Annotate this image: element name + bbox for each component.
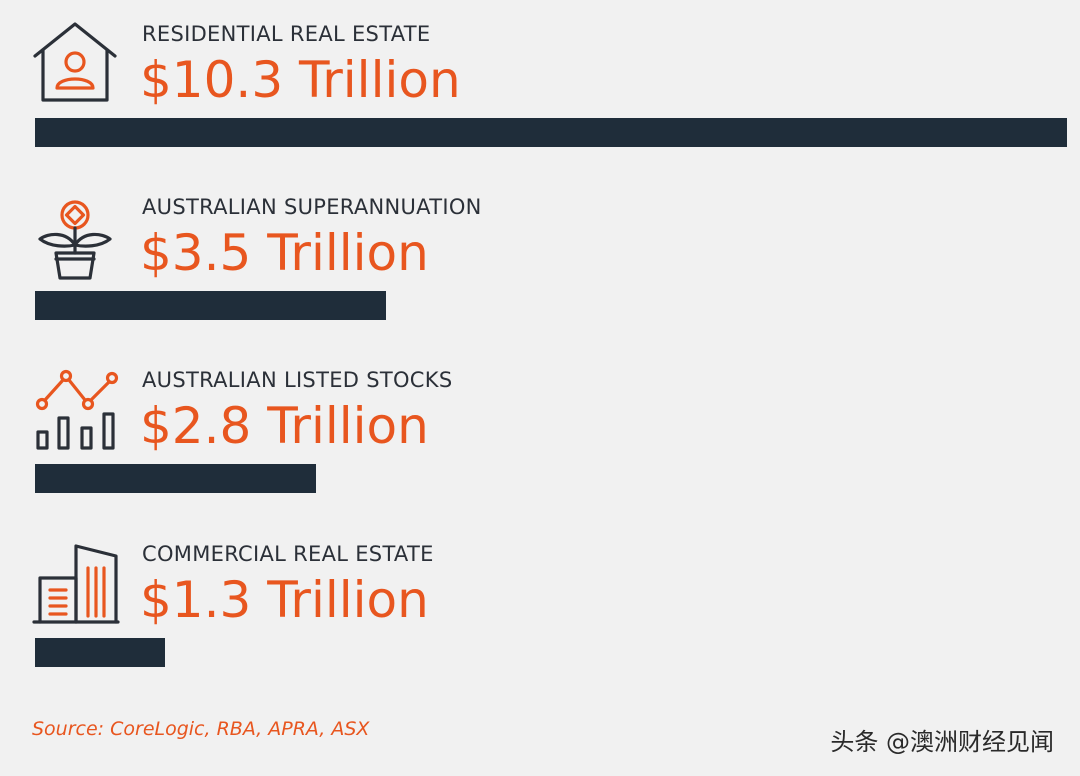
source-note: Source: CoreLogic, RBA, APRA, ASX: [32, 718, 370, 740]
value-label: $2.8 Trillion: [140, 397, 429, 455]
value-label: $10.3 Trillion: [140, 51, 461, 109]
chart-row: AUSTRALIAN LISTED STOCKS $2.8 Trillion: [0, 346, 1080, 496]
category-label: AUSTRALIAN SUPERANNUATION: [142, 195, 482, 219]
bar: [35, 291, 386, 320]
category-label: COMMERCIAL REAL ESTATE: [142, 542, 434, 566]
category-label: AUSTRALIAN LISTED STOCKS: [142, 368, 453, 392]
line-bar-chart-icon: [30, 364, 120, 454]
bar: [35, 118, 1067, 147]
chart-row: RESIDENTIAL REAL ESTATE $10.3 Trillion: [0, 0, 1080, 150]
category-label: RESIDENTIAL REAL ESTATE: [142, 22, 431, 46]
plant-coin-icon: [30, 193, 120, 283]
chart-row: COMMERCIAL REAL ESTATE $1.3 Trillion: [0, 520, 1080, 670]
house-person-icon: [30, 18, 120, 108]
bar: [35, 464, 316, 493]
chart-row: AUSTRALIAN SUPERANNUATION $3.5 Trillion: [0, 173, 1080, 323]
bar: [35, 638, 165, 667]
value-label: $1.3 Trillion: [140, 571, 429, 629]
watermark: 头条 @澳洲财经见闻: [830, 728, 1054, 756]
value-label: $3.5 Trillion: [140, 224, 429, 282]
buildings-icon: [30, 538, 120, 628]
